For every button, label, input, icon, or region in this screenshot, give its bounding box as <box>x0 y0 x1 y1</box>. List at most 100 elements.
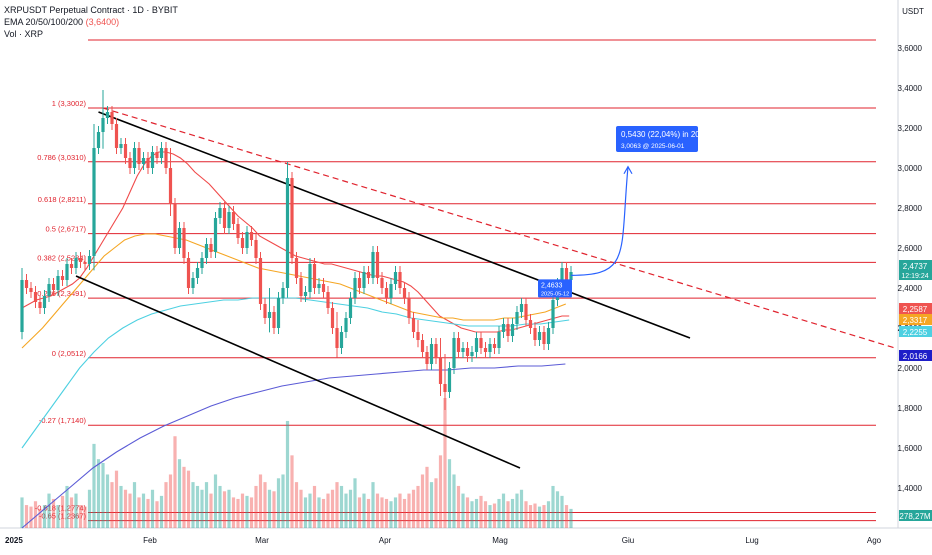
volume-bar <box>560 495 564 528</box>
volume-bar <box>384 498 389 528</box>
volume-bar <box>218 485 222 528</box>
candle-body <box>353 278 357 298</box>
candle-body <box>20 280 24 332</box>
candle-body <box>380 278 384 288</box>
volume-bar <box>416 485 420 528</box>
volume-bar <box>92 443 96 528</box>
volume-bar <box>488 505 492 528</box>
ema-legend-value: (3,6400) <box>85 17 120 27</box>
volume-bar <box>209 493 213 528</box>
candle-body <box>191 278 195 288</box>
candle-body <box>141 158 146 164</box>
y-tick-label: 1,6000 <box>898 444 923 453</box>
channel-lower-line <box>75 275 521 469</box>
price-tag-box <box>899 326 932 337</box>
candle-body <box>110 112 114 124</box>
volume-bar <box>74 493 78 528</box>
volume-bar <box>434 478 438 528</box>
volume-bar <box>164 482 168 528</box>
candle-body <box>407 298 411 318</box>
projection-box <box>616 126 698 152</box>
volume-bar <box>317 497 321 528</box>
candle-body <box>24 280 29 288</box>
candle-body <box>240 238 245 248</box>
candle-body <box>560 268 564 284</box>
candle-body <box>348 298 353 318</box>
candle-body <box>204 244 209 258</box>
projection-line2: 3,0063 @ 2025-06-01 <box>621 143 685 150</box>
x-tick-label: Lug <box>745 536 758 545</box>
volume-bar <box>38 508 42 528</box>
candle-body <box>294 258 299 278</box>
candle-body <box>515 312 519 324</box>
y-tick-label: 3,6000 <box>898 44 923 53</box>
start-tag-box <box>538 279 572 298</box>
candle-body <box>182 228 186 258</box>
volume-bar <box>47 493 51 528</box>
candle-body <box>497 332 501 348</box>
volume-bar <box>479 495 483 528</box>
candle-body <box>290 178 294 258</box>
candle-body <box>65 264 69 280</box>
candle-body <box>546 328 551 344</box>
volume-bar <box>186 470 191 528</box>
candle-body <box>447 368 452 392</box>
volume-bar <box>429 482 434 528</box>
candle-body <box>51 284 56 290</box>
volume-bar <box>353 478 357 528</box>
volume-bar <box>456 485 461 528</box>
volume-bar <box>447 459 452 528</box>
volume-bar <box>375 493 380 528</box>
candle-body <box>434 344 438 358</box>
volume-bar <box>105 474 110 528</box>
volume-bar <box>569 508 573 528</box>
candle-body <box>47 284 51 296</box>
volume-bar <box>389 501 393 528</box>
candle-body <box>186 258 191 288</box>
candle-body <box>357 278 362 288</box>
candle-body <box>510 324 515 336</box>
fib-level-label: -0.27 (1,7140) <box>39 416 87 425</box>
candle-body <box>231 212 236 224</box>
dashed-trend-line <box>102 107 896 349</box>
candle-body <box>519 304 524 312</box>
candle-body <box>137 148 141 164</box>
candle-body <box>78 258 83 262</box>
volume-bar <box>546 501 551 528</box>
candle-body <box>393 272 398 284</box>
volume-bar <box>182 466 186 528</box>
symbol-title: XRPUSDT Perpetual Contract · 1D · BYBIT <box>4 5 178 15</box>
volume-bar <box>537 506 542 528</box>
y-tick-label: 1,4000 <box>898 484 923 493</box>
price-tag-value: 2,2587 <box>903 305 928 314</box>
candle-body <box>528 320 533 328</box>
candle-body <box>200 258 204 268</box>
volume-bar <box>519 489 524 528</box>
volume-bar <box>281 474 285 528</box>
volume-bar <box>263 482 267 528</box>
candle-body <box>114 124 119 148</box>
candle-body <box>321 284 326 292</box>
channel-upper-line <box>98 111 691 339</box>
candle-body <box>29 288 33 292</box>
ema200-line <box>21 363 566 529</box>
volume-bar <box>312 485 317 528</box>
price-tag-box <box>899 260 932 280</box>
price-tag-value: 2,3317 <box>903 316 928 325</box>
volume-bar <box>222 491 227 528</box>
candle-body <box>60 276 65 280</box>
candle-body <box>524 304 528 320</box>
volume-bar <box>110 482 114 528</box>
volume-bar <box>506 501 510 528</box>
volume-bar <box>533 503 537 528</box>
volume-bar <box>236 498 240 528</box>
candle-body <box>159 148 164 158</box>
volume-bar <box>254 485 258 528</box>
volume-bar <box>551 485 555 528</box>
candle-body <box>42 296 47 308</box>
ema-legend: EMA 20/50/100/200 (3,6400) <box>4 16 178 28</box>
volume-bar <box>132 482 137 528</box>
volume-bar <box>497 498 501 528</box>
volume-bar <box>380 497 384 528</box>
